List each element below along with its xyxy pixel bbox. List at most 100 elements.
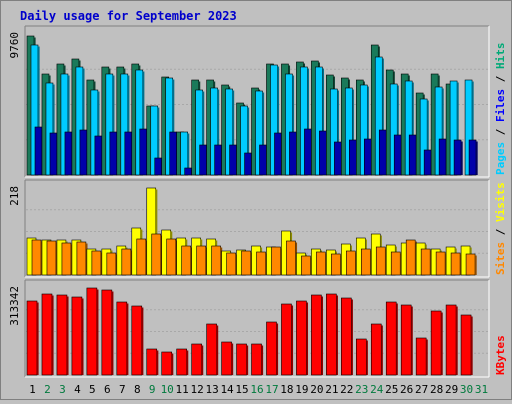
bar-files-day-16	[255, 90, 263, 176]
bar-files-day-8-shade	[142, 71, 145, 175]
bar-kbytes-day-11-shade	[186, 350, 189, 375]
bar-sites-day-11	[181, 245, 191, 276]
bar-sites-day-7	[121, 248, 132, 276]
bar-pages-day-14	[229, 144, 237, 176]
bar-kbytes-day-19-shade	[306, 302, 309, 375]
bar-pages-day-7	[124, 131, 133, 176]
x-tick-label-day-5: 5	[89, 383, 96, 396]
legend-visits: Visits	[494, 182, 507, 222]
x-tick-label-day-24: 24	[370, 383, 384, 396]
bar-files-day-18-shade	[292, 75, 295, 175]
bar-kbytes-day-13-shade	[216, 325, 219, 375]
bar-kbytes-day-17	[266, 321, 277, 376]
bar-kbytes-day-7-shade	[126, 303, 129, 375]
x-tick-label-day-6: 6	[104, 383, 111, 396]
bar-kbytes-day-26-shade	[411, 306, 413, 375]
bar-kbytes-day-5	[86, 287, 98, 376]
bar-kbytes-day-26	[400, 304, 412, 376]
bar-files-day-20-shade	[322, 68, 324, 175]
bar-kbytes-day-4	[71, 296, 83, 376]
bar-pages-day-25	[393, 134, 402, 176]
bar-kbytes-day-29	[445, 304, 457, 376]
bar-sites-day-8	[136, 238, 147, 276]
bar-kbytes-day-30-shade	[471, 316, 473, 375]
bar-pages-day-3	[64, 131, 73, 176]
bar-sites-day-17	[271, 246, 281, 276]
bar-kbytes-day-11	[176, 348, 187, 376]
bar-sites-day-5	[91, 250, 102, 276]
bar-files-day-26-shade	[412, 82, 414, 175]
bar-kbytes-day-14	[221, 341, 232, 376]
bar-pages-day-19	[304, 128, 312, 176]
x-tick-label-day-11: 11	[176, 383, 189, 396]
bar-kbytes-day-6	[101, 289, 113, 376]
bar-kbytes-day-27-shade	[426, 339, 428, 375]
bar-kbytes-day-28	[430, 310, 442, 376]
bar-pages-day-23	[363, 138, 372, 176]
bar-files-day-9-shade	[157, 107, 160, 175]
bar-sites-day-24	[375, 246, 386, 276]
panel-kbytes-scale-label: 313342	[8, 286, 21, 326]
bar-sites-day-18	[286, 240, 296, 276]
bar-kbytes-day-13	[206, 323, 217, 376]
bar-files-day-14-shade	[232, 90, 235, 175]
bar-files-day-28-shade	[442, 88, 444, 175]
x-tick-label-day-18: 18	[280, 383, 293, 396]
bar-files-day-16-shade	[262, 92, 265, 175]
bar-sites-day-13	[211, 245, 221, 276]
bar-files-day-1-shade	[38, 46, 40, 175]
x-tick-label-day-7: 7	[119, 383, 126, 396]
bar-kbytes-day-7	[116, 301, 128, 376]
x-tick-label-day-31: 31	[475, 383, 488, 396]
bar-files-day-30-shade	[472, 81, 474, 175]
bar-kbytes-day-3	[56, 294, 68, 376]
chart-title: Daily usage for September 2023	[20, 9, 237, 23]
bar-pages-day-21	[334, 141, 342, 176]
bar-kbytes-day-9	[146, 348, 158, 376]
bar-files-day-19-shade	[307, 68, 310, 175]
bar-files-day-29-shade	[457, 82, 459, 175]
bar-kbytes-day-18	[281, 303, 292, 376]
x-tick-label-day-9: 9	[149, 383, 156, 396]
bar-sites-day-21	[331, 253, 341, 276]
bar-pages-day-9	[154, 157, 163, 176]
bar-files-day-23-shade	[367, 86, 369, 175]
bar-pages-day-30	[468, 139, 477, 176]
x-tick-label-day-3: 3	[59, 383, 66, 396]
bar-kbytes-day-8-shade	[141, 307, 144, 375]
bar-kbytes-day-15	[236, 343, 247, 376]
x-tick-label-day-12: 12	[191, 383, 204, 396]
panel-visits-sites-legend: Sites / Visits	[494, 182, 507, 275]
bar-files-day-24-shade	[382, 58, 384, 175]
bar-files-day-25-shade	[397, 85, 399, 175]
bar-sites-day-6	[106, 252, 117, 276]
bar-files-day-15-shade	[247, 107, 250, 175]
x-tick-label-day-10: 10	[161, 383, 174, 396]
bar-kbytes-day-2	[41, 293, 53, 376]
x-tick-label-day-14: 14	[220, 383, 234, 396]
bar-kbytes-day-17-shade	[276, 323, 279, 375]
bar-pages-day-30-shade	[476, 141, 478, 175]
bar-files-day-21-shade	[337, 90, 339, 175]
bar-kbytes-day-22	[341, 297, 352, 376]
bar-sites-day-28	[435, 251, 446, 276]
bar-kbytes-day-20-shade	[321, 296, 323, 375]
x-tick-label-day-23: 23	[355, 383, 368, 396]
bar-pages-day-18	[289, 131, 297, 176]
legend-kbytes: KBytes	[494, 335, 507, 375]
bar-pages-day-22	[349, 139, 357, 176]
bar-kbytes-day-14-shade	[231, 343, 234, 375]
legend-hits: Hits	[494, 43, 507, 70]
bar-sites-day-14	[226, 252, 236, 276]
bar-sites-day-27	[420, 248, 431, 276]
bar-kbytes-day-22-shade	[351, 299, 353, 375]
bar-pages-day-24	[378, 129, 387, 176]
bar-kbytes-day-23	[355, 338, 367, 376]
bar-kbytes-day-23-shade	[366, 340, 368, 375]
bar-kbytes-day-12-shade	[201, 345, 204, 375]
panel-kbytes-legend: KBytes	[494, 335, 507, 375]
legend-separator: /	[494, 122, 507, 142]
x-tick-label-day-22: 22	[340, 383, 353, 396]
bar-kbytes-day-24	[370, 323, 382, 376]
